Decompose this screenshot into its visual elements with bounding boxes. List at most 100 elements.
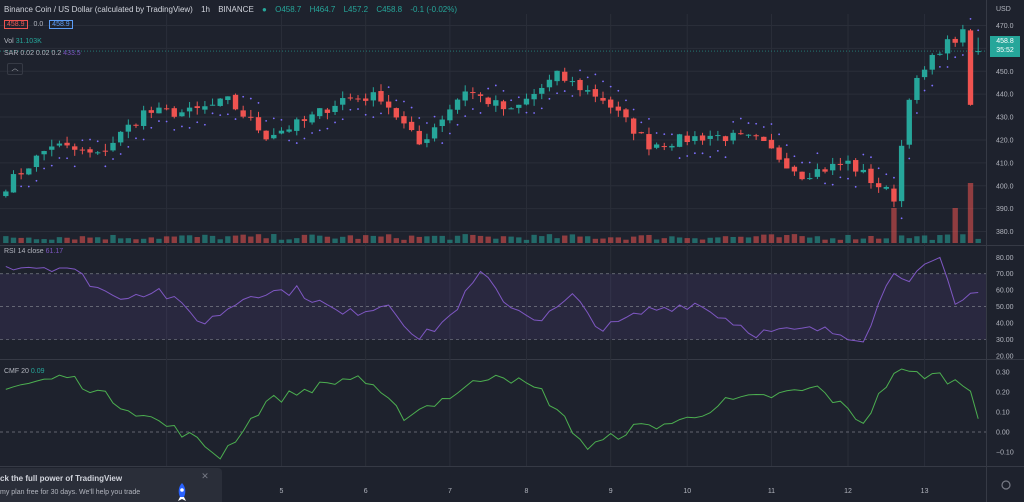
volume-label: Vol <box>4 38 14 45</box>
sar-dot <box>196 121 199 124</box>
candle-body <box>929 54 935 70</box>
sar-dot <box>885 173 888 176</box>
volume-bar <box>217 239 223 243</box>
candle-body <box>646 134 652 150</box>
volume-bar <box>140 238 147 243</box>
sar-dot <box>387 86 390 89</box>
candle-body <box>362 98 369 101</box>
candle-body <box>692 136 698 141</box>
x-tick-label: 8 <box>525 488 529 495</box>
volume-bar <box>822 239 828 243</box>
candle-body <box>952 38 958 43</box>
sar-legend[interactable]: SAR 0.02 0.02 0.2 433.5 <box>4 50 81 57</box>
candle-body <box>845 160 851 164</box>
sar-dot <box>242 95 245 98</box>
sar-dot <box>334 121 336 124</box>
sar-dot <box>364 113 367 116</box>
candle-body <box>3 191 9 197</box>
sar-dot <box>747 122 750 124</box>
x-tick-label: 6 <box>364 488 368 495</box>
candle-body <box>393 108 399 118</box>
sar-dot <box>961 54 964 56</box>
candle-body <box>753 135 759 137</box>
candle-body <box>830 163 836 171</box>
cmf-legend[interactable]: CMF 20 0.09 <box>4 368 44 375</box>
volume-bar <box>110 234 116 243</box>
sar-dot <box>701 152 704 155</box>
sar-dot <box>816 152 819 155</box>
buy-button[interactable]: 458.9 <box>49 20 73 29</box>
candle-body <box>944 39 951 54</box>
volume-bar <box>852 239 859 243</box>
volume-bar <box>194 237 200 243</box>
candle-body <box>485 97 491 105</box>
candle-body <box>860 169 867 173</box>
candle-body <box>454 99 461 110</box>
price-tick-label: 450.0 <box>996 69 1014 76</box>
candle-body <box>592 89 599 97</box>
candle-body <box>661 146 667 148</box>
volume-bar <box>531 234 537 243</box>
volume-bar <box>117 238 124 243</box>
sar-dot <box>602 80 604 83</box>
volume-bar <box>875 238 882 243</box>
ohlc-open: O458.7 <box>275 5 302 14</box>
sar-dot <box>66 157 68 160</box>
close-icon[interactable]: ✕ <box>201 471 209 481</box>
sell-button[interactable]: 458.9 <box>4 20 28 29</box>
volume-legend[interactable]: Vol 31.103K <box>4 38 42 45</box>
candle-body <box>883 186 889 189</box>
sar-dot <box>410 106 413 109</box>
volume-bar <box>493 238 499 243</box>
sar-dot <box>27 185 30 188</box>
sar-dot <box>380 112 382 115</box>
volume-bar <box>898 235 905 243</box>
volume-bar <box>906 238 912 243</box>
cmf-tick-label: 0.10 <box>996 410 1010 417</box>
settings-gear-icon[interactable] <box>1001 480 1011 490</box>
cmf-tick-label: 0.20 <box>996 390 1010 397</box>
candle-body <box>324 109 331 113</box>
cmf-tick-label: −0.10 <box>996 450 1014 457</box>
volume-bar <box>33 239 40 243</box>
sar-dot <box>609 85 612 88</box>
candle-body <box>508 108 514 110</box>
rsi-legend[interactable]: RSI 14 close 61.17 <box>4 248 63 255</box>
exchange-label: BINANCE <box>218 5 254 14</box>
sar-dot <box>847 177 849 180</box>
bar-countdown: 35:52 <box>996 47 1014 54</box>
candle-body <box>56 143 63 146</box>
candle-body <box>807 178 813 180</box>
symbol-title[interactable]: Binance Coin / US Dollar (calculated by … <box>4 5 193 14</box>
sar-dot <box>648 117 650 120</box>
volume-bar <box>745 237 752 243</box>
sar-dot <box>265 119 268 122</box>
collapse-legend-chevron-icon[interactable]: ︿ <box>7 63 23 75</box>
volume-bar <box>661 238 667 243</box>
volume-bar <box>523 239 530 243</box>
sar-dot <box>916 112 918 114</box>
sar-dot <box>433 115 436 118</box>
volume-bar <box>102 239 109 243</box>
candle-body <box>271 134 277 139</box>
cmf-tick-label: 0.30 <box>996 370 1010 377</box>
candle-body <box>255 117 262 131</box>
candle-body <box>278 130 285 134</box>
sar-dot <box>571 95 574 97</box>
sar-dot <box>81 139 84 142</box>
sar-dot <box>533 112 536 114</box>
sar-dot <box>318 129 321 132</box>
volume-value: 31.103K <box>15 38 42 45</box>
candle-body <box>72 146 78 150</box>
sar-dot <box>586 76 589 79</box>
promo-banner[interactable]: ck the full power of TradingView my plan… <box>0 468 222 502</box>
sar-dot <box>326 127 329 130</box>
candle-body <box>776 147 782 160</box>
volume-bar <box>324 236 331 243</box>
sar-dot <box>579 69 581 72</box>
interval-label[interactable]: 1h <box>201 5 210 14</box>
volume-bar <box>715 237 721 243</box>
sar-dot <box>510 99 513 102</box>
volume-bar <box>49 239 55 243</box>
